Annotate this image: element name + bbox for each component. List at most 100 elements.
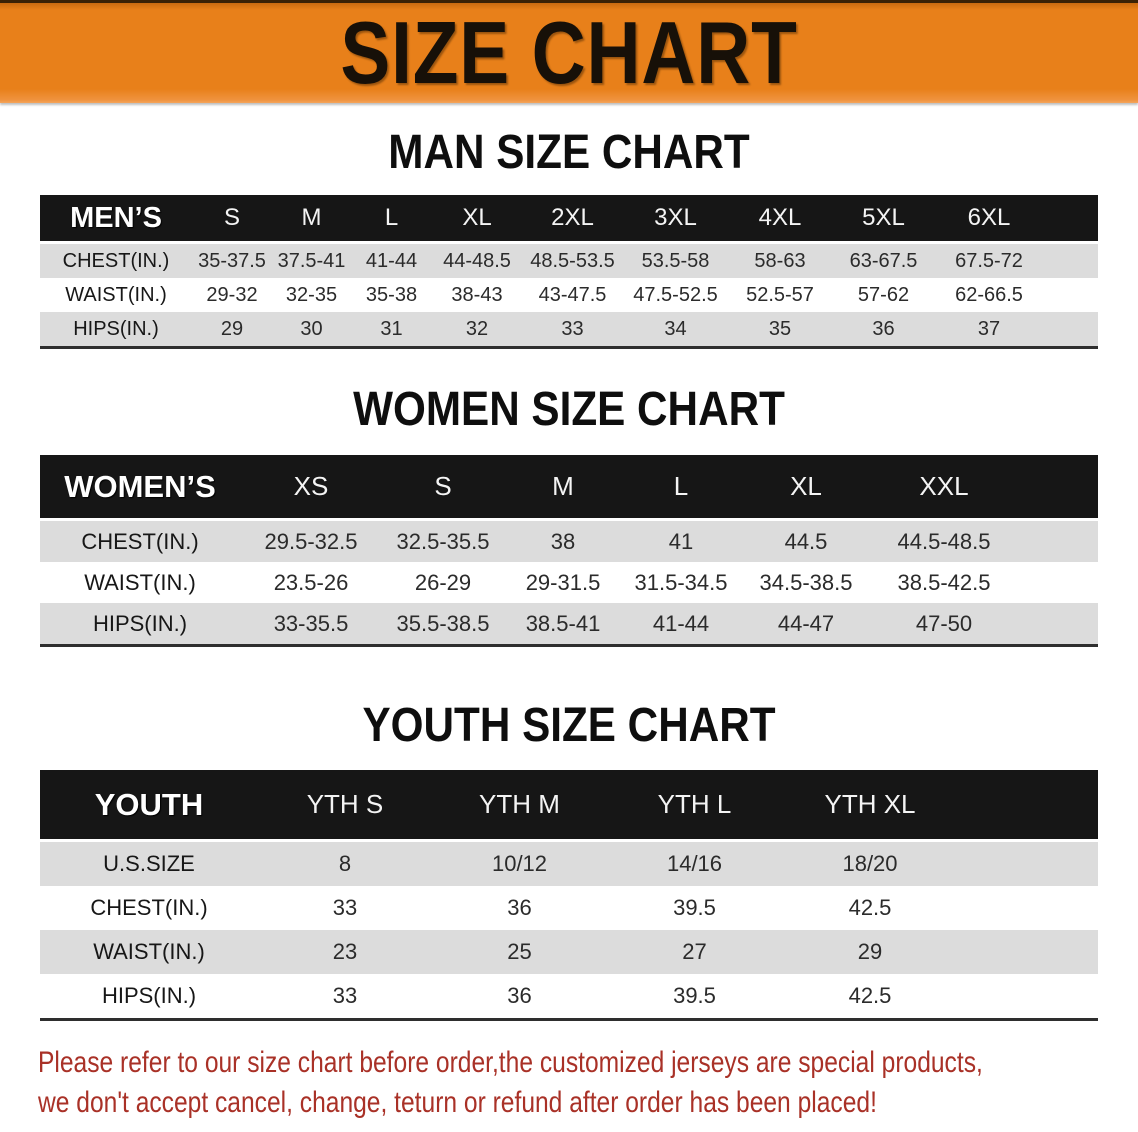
women-chest-label: CHEST(IN.) bbox=[40, 518, 240, 562]
cell: 33-35.5 bbox=[240, 603, 382, 646]
spacer-cell bbox=[958, 770, 1098, 841]
cell: 30 bbox=[272, 312, 351, 348]
man-size-chart-title: MAN SIZE CHART bbox=[388, 126, 750, 179]
youth-size-chart-title: YOUTH SIZE CHART bbox=[362, 699, 776, 752]
cell: 41 bbox=[622, 518, 740, 562]
cell: 32-35 bbox=[272, 278, 351, 312]
women-size-chart-title: WOMEN SIZE CHART bbox=[353, 383, 785, 436]
youth-col-xl: YTH XL bbox=[782, 770, 958, 841]
table-row: CHEST(IN.) 33 36 39.5 42.5 bbox=[40, 886, 1098, 930]
spacer-cell bbox=[958, 930, 1098, 974]
cell: 42.5 bbox=[782, 974, 958, 1020]
youth-col-m: YTH M bbox=[432, 770, 607, 841]
table-row: CHEST(IN.) 35-37.5 37.5-41 41-44 44-48.5… bbox=[40, 241, 1098, 278]
cell: 53.5-58 bbox=[623, 241, 728, 278]
spacer-cell bbox=[1016, 603, 1098, 646]
cell: 31 bbox=[351, 312, 432, 348]
youth-waist-label: WAIST(IN.) bbox=[40, 930, 258, 974]
cell: 38.5-42.5 bbox=[872, 562, 1016, 603]
men-col-m: M bbox=[272, 195, 351, 243]
table-row: HIPS(IN.) 33-35.5 35.5-38.5 38.5-41 41-4… bbox=[40, 603, 1098, 646]
men-col-6xl: 6XL bbox=[935, 195, 1043, 243]
spacer-cell bbox=[958, 974, 1098, 1020]
cell: 62-66.5 bbox=[935, 278, 1043, 312]
cell: 48.5-53.5 bbox=[522, 241, 623, 278]
spacer-cell bbox=[958, 886, 1098, 930]
spacer-cell bbox=[1043, 278, 1098, 312]
size-chart-banner: SIZE CHART bbox=[0, 0, 1138, 103]
cell: 31.5-34.5 bbox=[622, 562, 740, 603]
women-col-xs: XS bbox=[240, 455, 382, 520]
cell: 38-43 bbox=[432, 278, 522, 312]
cell: 37 bbox=[935, 312, 1043, 348]
youth-header-row: YOUTH YTH S YTH M YTH L YTH XL bbox=[40, 770, 1098, 841]
men-chest-label: CHEST(IN.) bbox=[40, 241, 192, 278]
men-col-3xl: 3XL bbox=[623, 195, 728, 243]
cell: 33 bbox=[522, 312, 623, 348]
cell: 36 bbox=[832, 312, 935, 348]
men-waist-label: WAIST(IN.) bbox=[40, 278, 192, 312]
men-col-xl: XL bbox=[432, 195, 522, 243]
table-row: WAIST(IN.) 29-32 32-35 35-38 38-43 43-47… bbox=[40, 278, 1098, 312]
women-size-table: WOMEN’S XS S M L XL XXL CHEST(IN.) 29.5-… bbox=[40, 455, 1098, 647]
women-col-xxl: XXL bbox=[872, 455, 1016, 520]
spacer-cell bbox=[1043, 312, 1098, 348]
cell: 63-67.5 bbox=[832, 241, 935, 278]
table-row: HIPS(IN.) 29 30 31 32 33 34 35 36 37 bbox=[40, 312, 1098, 348]
cell: 52.5-57 bbox=[728, 278, 832, 312]
women-waist-label: WAIST(IN.) bbox=[40, 562, 240, 603]
cell: 14/16 bbox=[607, 839, 782, 886]
cell: 32.5-35.5 bbox=[382, 518, 504, 562]
cell: 35-38 bbox=[351, 278, 432, 312]
cell: 44.5-48.5 bbox=[872, 518, 1016, 562]
table-row: WAIST(IN.) 23 25 27 29 bbox=[40, 930, 1098, 974]
cell: 29-31.5 bbox=[504, 562, 622, 603]
men-col-l: L bbox=[351, 195, 432, 243]
youth-col-l: YTH L bbox=[607, 770, 782, 841]
women-hips-label: HIPS(IN.) bbox=[40, 603, 240, 646]
youth-ussize-label: U.S.SIZE bbox=[40, 839, 258, 886]
youth-hips-label: HIPS(IN.) bbox=[40, 974, 258, 1020]
spacer-cell bbox=[958, 839, 1098, 886]
cell: 25 bbox=[432, 930, 607, 974]
men-header-row: MEN’S S M L XL 2XL 3XL 4XL 5XL 6XL bbox=[40, 195, 1098, 243]
cell: 57-62 bbox=[832, 278, 935, 312]
spacer-cell bbox=[1043, 241, 1098, 278]
men-col-2xl: 2XL bbox=[522, 195, 623, 243]
women-header-label: WOMEN’S bbox=[40, 455, 240, 520]
cell: 47.5-52.5 bbox=[623, 278, 728, 312]
cell: 23.5-26 bbox=[240, 562, 382, 603]
cell: 58-63 bbox=[728, 241, 832, 278]
spacer-cell bbox=[1016, 455, 1098, 520]
disclaimer-line-1: Please refer to our size chart before or… bbox=[38, 1046, 983, 1079]
spacer-cell bbox=[1016, 562, 1098, 603]
women-header-row: WOMEN’S XS S M L XL XXL bbox=[40, 455, 1098, 520]
cell: 36 bbox=[432, 886, 607, 930]
men-col-4xl: 4XL bbox=[728, 195, 832, 243]
women-col-l: L bbox=[622, 455, 740, 520]
cell: 43-47.5 bbox=[522, 278, 623, 312]
cell: 35.5-38.5 bbox=[382, 603, 504, 646]
cell: 26-29 bbox=[382, 562, 504, 603]
cell: 44-47 bbox=[740, 603, 872, 646]
cell: 29 bbox=[192, 312, 272, 348]
youth-size-table: YOUTH YTH S YTH M YTH L YTH XL U.S.SIZE … bbox=[40, 770, 1098, 1021]
women-col-s: S bbox=[382, 455, 504, 520]
cell: 38.5-41 bbox=[504, 603, 622, 646]
spacer-cell bbox=[1043, 195, 1098, 243]
men-header-label: MEN’S bbox=[40, 195, 192, 243]
disclaimer-line-2: we don't accept cancel, change, teturn o… bbox=[38, 1086, 877, 1119]
cell: 39.5 bbox=[607, 974, 782, 1020]
table-row: HIPS(IN.) 33 36 39.5 42.5 bbox=[40, 974, 1098, 1020]
cell: 38 bbox=[504, 518, 622, 562]
cell: 36 bbox=[432, 974, 607, 1020]
spacer-cell bbox=[1016, 518, 1098, 562]
cell: 32 bbox=[432, 312, 522, 348]
cell: 41-44 bbox=[622, 603, 740, 646]
cell: 29-32 bbox=[192, 278, 272, 312]
cell: 41-44 bbox=[351, 241, 432, 278]
cell: 44.5 bbox=[740, 518, 872, 562]
cell: 47-50 bbox=[872, 603, 1016, 646]
cell: 35-37.5 bbox=[192, 241, 272, 278]
women-col-m: M bbox=[504, 455, 622, 520]
